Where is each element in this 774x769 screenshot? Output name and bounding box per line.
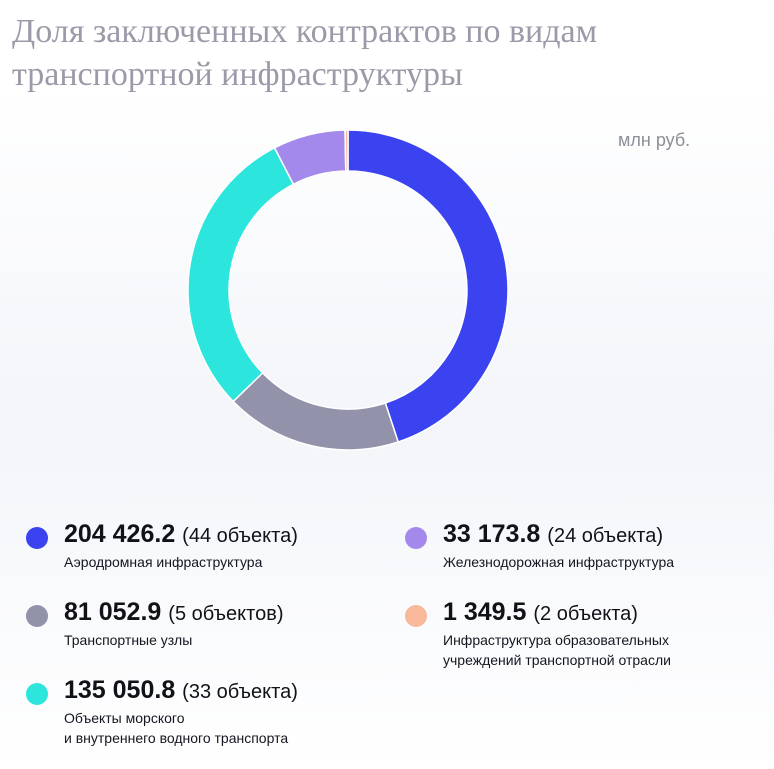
donut-slice-water [187,146,295,403]
legend-label-education-line2: учреждений транспортной отрасли [443,652,671,668]
legend-value-aerodrome: 204 426.2 [64,520,176,548]
legend-swatch-education [405,605,427,627]
legend-swatch-water [26,683,48,705]
legend-value-water: 135 050.8 [64,676,176,704]
legend-value-hubs: 81 052.9 [64,598,162,626]
legend-count-aerodrome: (44 объекта) [182,525,298,547]
legend-label-hubs: Транспортные узлы [64,632,193,648]
legend-label-aerodrome: Аэродромная инфраструктура [64,554,263,570]
legend-label-railway: Железнодорожная инфраструктура [443,554,675,570]
legend-label-water-line1: Объекты морского [64,710,185,726]
donut-slice-hubs [232,371,400,451]
legend-count-railway: (24 объекта) [547,525,663,547]
donut-slice-aerodrome [347,129,509,443]
donut-chart [187,129,509,451]
legend-swatch-railway [405,527,427,549]
legend-label-education-line1: Инфраструктура образовательных [443,632,669,648]
legend-value-railway: 33 173.8 [443,520,541,548]
legend-count-hubs: (5 объектов) [168,603,284,625]
donut-slice-education [344,129,349,172]
legend-label-water-line2: и внутреннего водного транспорта [64,730,289,746]
legend-value-education: 1 349.5 [443,598,527,626]
legend-count-water: (33 объекта) [182,681,298,703]
chart-title: Доля заключенных контрактов по видам тра… [12,13,598,93]
legend-swatch-hubs [26,605,48,627]
legend-swatch-aerodrome [26,527,48,549]
legend-count-education: (2 объекта) [533,603,638,625]
unit-label: млн руб. [618,130,691,150]
